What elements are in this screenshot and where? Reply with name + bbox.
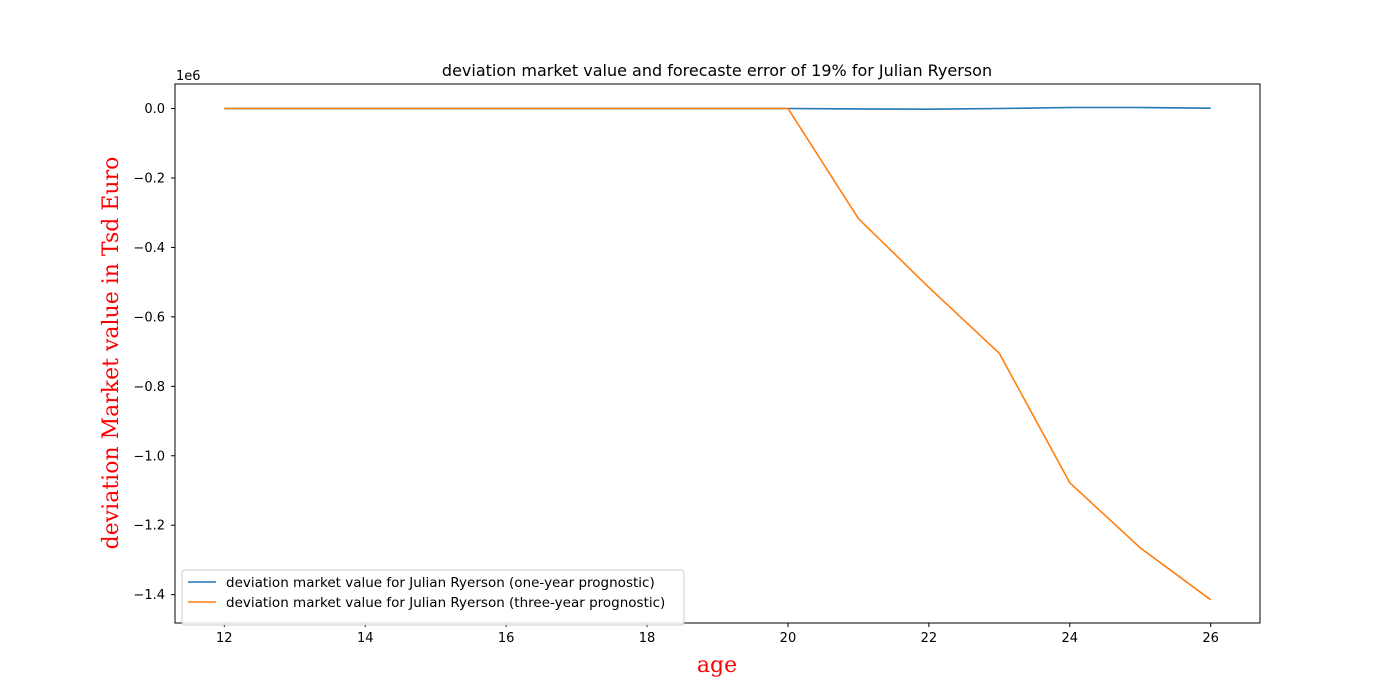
- y-tick-label: −0.6: [133, 310, 165, 325]
- y-axis-offset-label: 1e6: [176, 69, 201, 84]
- x-tick-label: 18: [639, 631, 656, 646]
- series-line-2: [224, 107, 1212, 601]
- y-tick-label: −0.8: [133, 380, 165, 395]
- x-tick-label: 24: [1061, 631, 1078, 646]
- x-axis-label: age: [697, 653, 737, 678]
- x-tick-label: 12: [216, 631, 233, 646]
- y-tick-label: 0.0: [144, 102, 165, 117]
- x-tick-label: 22: [921, 631, 938, 646]
- legend: deviation market value for Julian Ryerso…: [181, 569, 685, 626]
- plot-area-frame: [174, 83, 1261, 624]
- series-layer: [224, 106, 1212, 601]
- legend-box: [181, 569, 685, 626]
- y-tick-label: −0.2: [133, 171, 165, 186]
- x-axis-ticks: 12 14 16 18 20 22 24 26: [216, 623, 1219, 646]
- y-axis-ticks: 0.0 −0.2 −0.4 −0.6 −0.8 −1.0 −1.2 −1.4: [133, 102, 175, 603]
- y-tick-label: −1.4: [133, 588, 165, 603]
- x-tick-label: 20: [780, 631, 797, 646]
- chart-title: deviation market value and forecaste err…: [442, 61, 992, 80]
- y-axis-label: deviation Market value in Tsd Euro: [99, 157, 124, 550]
- legend-entry-label: deviation market value for Julian Ryerso…: [226, 575, 655, 591]
- y-tick-label: −1.0: [133, 449, 165, 464]
- y-tick-label: −0.4: [133, 241, 165, 256]
- legend-entry-label: deviation market value for Julian Ryerso…: [226, 595, 665, 611]
- x-tick-label: 26: [1202, 631, 1219, 646]
- x-tick-label: 16: [498, 631, 515, 646]
- y-tick-label: −1.2: [133, 519, 165, 534]
- x-tick-label: 14: [357, 631, 374, 646]
